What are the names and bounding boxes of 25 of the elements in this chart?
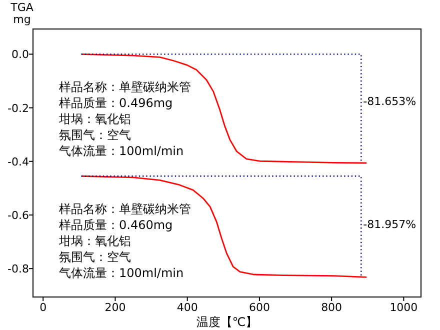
x-tick-label: 600 — [248, 301, 270, 314]
x-tick-label: 800 — [321, 301, 342, 314]
annotation: 样品质量：0.496mg — [59, 96, 173, 110]
x-axis-title: 温度【℃】 — [196, 315, 258, 329]
annotation: 氛围气：空气 — [59, 250, 131, 264]
y-tick-label: 0.0 — [12, 48, 29, 62]
annotation: 样品名称：单壁碳纳米管 — [59, 80, 191, 94]
annotation: 氛围气：空气 — [59, 128, 131, 142]
y-tick-label: -0.2 — [8, 102, 29, 115]
annotation: 气体流量：100ml/min — [59, 266, 184, 280]
annotation: 气体流量：100ml/min — [59, 144, 184, 158]
annotation: 坩埚：氧化铝 — [58, 234, 131, 248]
x-tick-label: 0 — [40, 301, 47, 314]
annotation: 坩埚：氧化铝 — [58, 112, 131, 126]
x-tick-label: 1000 — [390, 301, 418, 314]
x-tick-label: 400 — [176, 301, 198, 314]
x-tick-label: 200 — [104, 301, 126, 314]
annotation: 样品名称：单壁碳纳米管 — [59, 202, 191, 216]
y-tick-label: -0.8 — [8, 262, 29, 276]
annotation: 样品质量：0.460mg — [59, 218, 173, 232]
y-axis-title: TGA mg — [10, 1, 34, 26]
annotation: -81.957% — [363, 218, 416, 232]
y-tick-label: -0.6 — [8, 208, 29, 222]
annotation: -81.653% — [363, 94, 416, 108]
y-tick-label: -0.4 — [8, 155, 29, 168]
